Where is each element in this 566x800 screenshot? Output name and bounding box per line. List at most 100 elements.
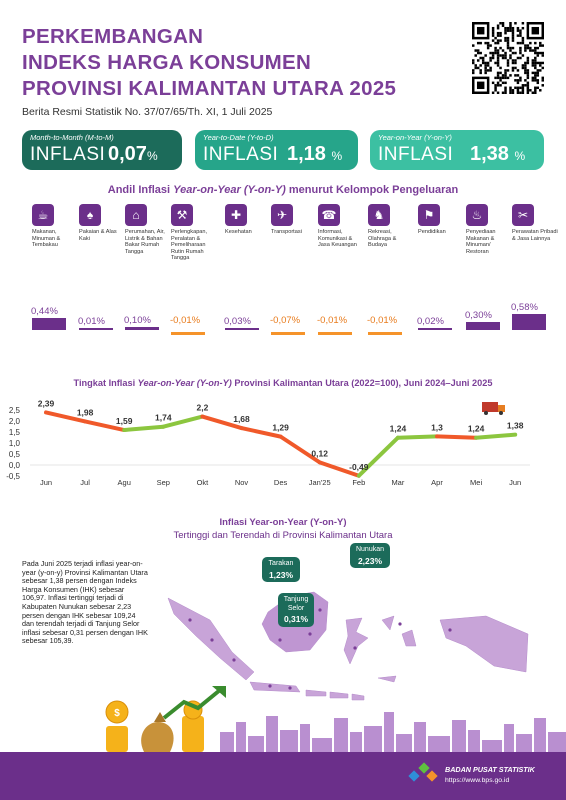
andil-bar-label: 0,58% xyxy=(511,301,538,313)
line-segment xyxy=(474,432,518,440)
kpi-label: INFLASI xyxy=(30,144,106,165)
category-1: ♠ Pakaian & Alas Kaki xyxy=(79,204,125,242)
data-label: 1,59 xyxy=(116,416,133,426)
andil-bar-label: -0,01% xyxy=(367,315,398,326)
x-tick-label: Feb xyxy=(352,478,365,487)
x-tick-label: Des xyxy=(274,478,288,487)
bps-name: BADAN PUSAT STATISTIK xyxy=(445,765,535,774)
andil-bar-label: 0,02% xyxy=(417,315,444,327)
data-label: 1,74 xyxy=(155,413,172,423)
andil-bar xyxy=(79,327,113,330)
category-label: Rekreasi, Olahraga & Budaya xyxy=(368,229,397,249)
andil-bar-label: -0,01% xyxy=(170,315,201,326)
category-0: ☕ Makanan, Minuman & Tembakau xyxy=(32,204,78,249)
category-label: Pakaian & Alas Kaki xyxy=(79,229,117,242)
category-label: Transportasi xyxy=(271,229,302,235)
kpi-value: 1,18 % xyxy=(287,143,343,165)
x-tick-label: Jun xyxy=(40,478,52,487)
kpi-yoy: Year-on-Year (Y-on-Y) INFLASI 1,38 % xyxy=(370,130,544,170)
category-9: ♨ Penyediaan Makanan & Minuman/ Restoran xyxy=(466,204,512,255)
andil-title: Andil Inflasi Year-on-Year (Y-on-Y) menu… xyxy=(107,184,459,196)
line-segment xyxy=(83,419,127,433)
kpi-caption: Year-to-Date (Y-to-D) xyxy=(203,133,274,142)
data-label: -0,49 xyxy=(349,462,369,472)
andil-bar xyxy=(318,332,352,335)
data-label: 1,38 xyxy=(507,421,524,431)
category-label: Kesehatan xyxy=(225,229,252,235)
kpi-label: INFLASI xyxy=(203,144,279,165)
x-tick-label: Mar xyxy=(391,478,404,487)
line-chart-title: Tingkat Inflasi Year-on-Year (Y-on-Y) Pr… xyxy=(73,378,493,388)
y-tick-label: 0,5 xyxy=(9,450,21,459)
kpi-mtm: Month-to-Month (M-to-M) INFLASI 0,07% xyxy=(22,130,182,170)
food-icon: ☕ xyxy=(32,204,54,226)
data-label: 0,12 xyxy=(311,448,328,458)
city-skyline xyxy=(220,712,566,754)
bps-logo-icon xyxy=(408,762,438,782)
x-tick-label: Nov xyxy=(235,478,249,487)
line-segment xyxy=(395,434,439,440)
line-segment xyxy=(200,414,244,431)
coins-illustration: $ xyxy=(105,686,226,752)
summary-paragraph: Pada Juni 2025 terjadi inflasi year-on-y… xyxy=(22,559,148,646)
y-tick-label: 0,0 xyxy=(9,461,21,470)
qr-code[interactable] xyxy=(472,22,544,94)
andil-bar-label: -0,01% xyxy=(317,315,348,326)
title-line-2: INDEKS HARGA KONSUMEN xyxy=(22,51,312,74)
x-tick-label: Okt xyxy=(197,478,210,487)
category-label: Makanan, Minuman & Tembakau xyxy=(32,229,61,249)
data-label: 2,2 xyxy=(196,403,208,413)
map-subtitle: Tertinggi dan Terendah di Provinsi Kalim… xyxy=(173,530,393,541)
andil-bar-label: 0,44% xyxy=(31,305,58,317)
category-label: Penyediaan Makanan & Minuman/ Restoran xyxy=(466,229,496,255)
category-label: Perawatan Pribadi & Jasa Lainnya xyxy=(512,229,558,242)
x-tick-label: Jul xyxy=(80,478,90,487)
category-10: ✂ Perawatan Pribadi & Jasa Lainnya xyxy=(512,204,558,242)
phone-icon: ☎ xyxy=(318,204,340,226)
x-tick-label: Mei xyxy=(470,478,482,487)
data-label: 1,24 xyxy=(390,424,407,434)
svg-text:$: $ xyxy=(114,708,120,719)
andil-bar-label: -0,07% xyxy=(270,315,301,326)
category-label: Informasi, Komunikasi & Jasa Keuangan xyxy=(318,229,357,249)
kpi-ytd: Year-to-Date (Y-to-D) INFLASI 1,18 % xyxy=(195,130,358,170)
line-segment xyxy=(435,434,479,440)
yoy-line-chart: 2,5 2,0 1,5 1,0 0,5 0,0 -0,5 2,39 Jun 1,98 Jul 1,59… xyxy=(6,398,530,487)
andil-bar-label: 0,03% xyxy=(224,315,251,327)
andil-bar xyxy=(466,321,500,330)
kpi-caption: Month-to-Month (M-to-M) xyxy=(30,133,114,142)
category-7: ♞ Rekreasi, Olahraga & Budaya xyxy=(368,204,414,249)
line-segment xyxy=(239,426,283,439)
andil-bar-label: 0,30% xyxy=(465,309,492,321)
category-5: ✈ Transportasi xyxy=(271,204,317,236)
data-label: 1,98 xyxy=(77,407,94,417)
data-label: 1,68 xyxy=(233,414,250,424)
brs-reference: Berita Resmi Statistik No. 37/07/65/Th. … xyxy=(22,106,273,118)
house-icon: ⌂ xyxy=(125,204,147,226)
recreation-icon: ♞ xyxy=(368,204,390,226)
bps-url[interactable]: https://www.bps.go.id xyxy=(445,777,510,784)
category-label: Pendidikan xyxy=(418,229,446,235)
andil-bar-label: 0,01% xyxy=(78,315,105,327)
transport-icon: ✈ xyxy=(271,204,293,226)
line-segment xyxy=(317,460,361,478)
kpi-label: INFLASI xyxy=(378,144,454,165)
title-line-3: PROVINSI KALIMANTAN UTARA 2025 xyxy=(22,77,397,100)
education-icon: ⚑ xyxy=(418,204,440,226)
andil-bar xyxy=(368,332,402,335)
kpi-value: 0,07% xyxy=(108,143,158,165)
category-3: ⚒ Perlengkapan, Peralatan & Pemeliharaan … xyxy=(171,204,217,262)
page-title: PERKEMBANGAN INDEKS HARGA KONSUMEN PROVI… xyxy=(22,24,396,102)
title-line-1: PERKEMBANGAN xyxy=(22,25,204,48)
category-4: ✚ Kesehatan xyxy=(225,204,271,236)
data-label: 1,29 xyxy=(272,423,289,433)
callout-nunukan: Nunukan 2,23% xyxy=(350,543,390,568)
callout-tanjung-selor: Tanjung Selor 0,31% xyxy=(278,593,314,627)
kpi-value: 1,38 % xyxy=(470,143,526,165)
restaurant-icon: ♨ xyxy=(466,204,488,226)
truck-icon xyxy=(482,402,505,415)
map-title: Inflasi Year-on-Year (Y-on-Y) xyxy=(219,517,347,528)
y-tick-label: 2,5 xyxy=(9,406,21,415)
callout-tarakan: Tarakan 1,23% xyxy=(262,557,300,582)
y-tick-label: 1,0 xyxy=(9,439,21,448)
